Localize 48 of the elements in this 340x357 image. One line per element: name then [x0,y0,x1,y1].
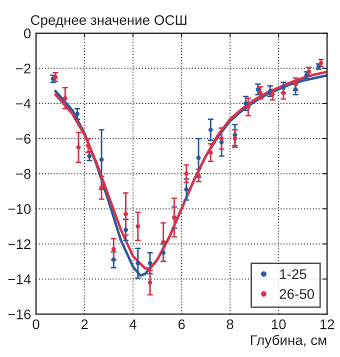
point [148,261,152,266]
y-tick-label: −4 [16,98,31,108]
x-tick-label: 10 [272,319,286,330]
y-tick-label: −14 [8,274,31,284]
point [124,212,128,216]
chart-title: Среднее значение ОСШ [30,15,186,28]
y-tick-label: −12 [8,239,30,249]
x-tick-label: 2 [81,319,88,330]
x-tick-label: 6 [178,319,185,330]
point [219,140,224,144]
point [76,145,81,150]
point [258,90,263,96]
point [148,280,152,285]
point [136,224,140,229]
y-tick-label: 0 [24,28,31,38]
point [256,87,260,92]
y-tick-label: −6 [16,134,31,144]
x-tick-label: 0 [32,319,40,330]
point [75,112,80,116]
point [232,136,238,141]
point [184,171,189,176]
point [306,70,312,74]
point [244,101,248,106]
point [196,156,201,160]
point [232,132,238,138]
point [268,88,272,94]
y-tick-label: −8 [16,169,31,179]
point [86,143,90,148]
legend-label: 1-25 [280,269,306,280]
y-tick-label: −16 [8,309,31,320]
x-tick-label: 12 [320,319,334,330]
y-tick-label: −2 [16,64,30,74]
legend-label: 26-50 [280,289,314,299]
point [208,150,213,155]
x-tick-label: 4 [130,320,137,330]
point [219,136,224,141]
point [270,92,275,97]
point [161,250,166,255]
point [208,128,213,132]
point [62,96,68,100]
y-tick-label: −10 [8,204,31,214]
point [246,104,250,110]
x-axis-title: Глубина, см [250,334,326,348]
x-tick-label: 8 [226,319,234,330]
point [99,157,104,162]
point [124,228,128,232]
point [136,261,140,266]
point [184,187,189,192]
